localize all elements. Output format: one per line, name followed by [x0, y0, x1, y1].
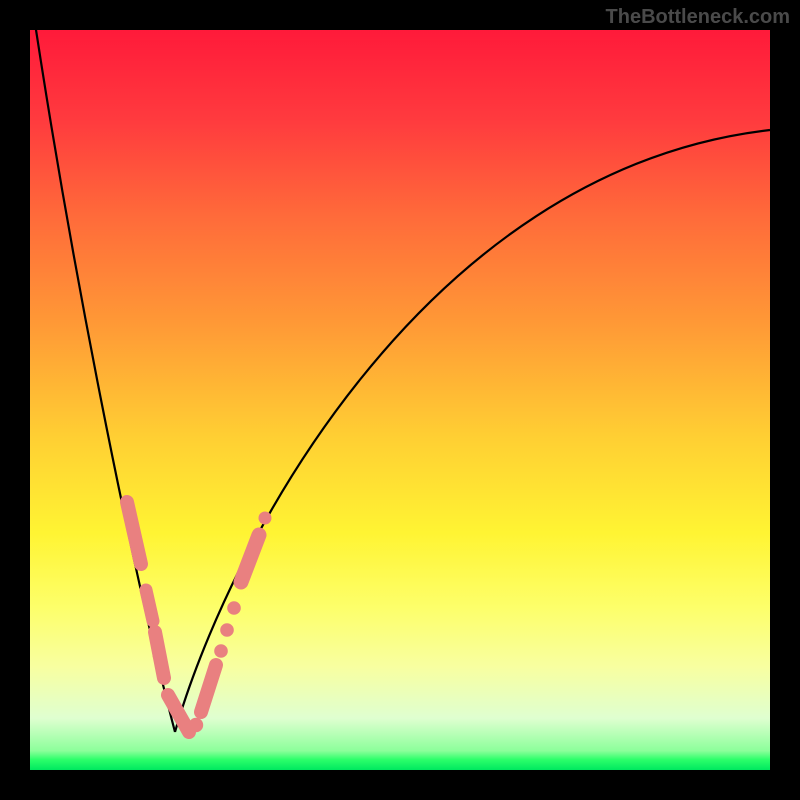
marker-pill: [168, 695, 189, 732]
marker-group: [127, 502, 272, 732]
marker-circle: [189, 718, 203, 732]
marker-circle: [214, 644, 228, 658]
marker-pill: [127, 502, 141, 564]
chart-canvas: TheBottleneck.com: [0, 0, 800, 800]
marker-pill: [146, 590, 153, 621]
marker-pill: [201, 665, 216, 712]
plot-area: [30, 30, 770, 770]
marker-pill: [241, 535, 259, 582]
marker-circle: [220, 623, 234, 637]
marker-circle: [153, 649, 166, 662]
bottleneck-curve-right: [175, 130, 770, 732]
marker-circle: [227, 601, 241, 615]
watermark-text: TheBottleneck.com: [606, 6, 790, 29]
curve-layer: [30, 30, 770, 770]
marker-circle: [259, 512, 272, 525]
